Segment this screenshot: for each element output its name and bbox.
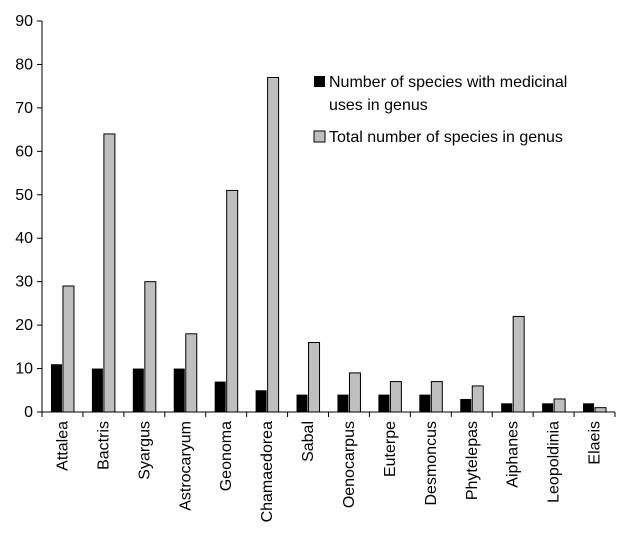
bar-total-geonoma — [226, 189, 239, 413]
x-tick-label: Chamaedorea — [259, 421, 276, 523]
x-tick-label: Attalea — [54, 421, 71, 471]
bars — [50, 76, 607, 413]
bar-total-euterpe — [389, 381, 402, 413]
x-tick-label: Euterpe — [382, 421, 399, 477]
bar-medicinal-geonoma — [214, 381, 226, 412]
bar-total-elaeis — [594, 407, 607, 413]
legend: Number of species with medicinal uses in… — [313, 74, 567, 146]
bar-medicinal-elaeis — [583, 403, 595, 412]
x-tick-label: Aiphanes — [505, 421, 522, 488]
y-axis: 0 10 20 30 40 50 60 70 80 90 — [15, 13, 43, 421]
x-tick-label: Syargus — [136, 421, 153, 480]
bar-medicinal-euterpe — [378, 394, 390, 412]
y-tick-label: 10 — [15, 361, 33, 378]
y-tick-label: 60 — [15, 143, 33, 160]
y-tick-label: 20 — [15, 317, 33, 334]
y-tick-label: 90 — [15, 13, 33, 30]
y-tick-label: 70 — [15, 100, 33, 117]
bar-total-aiphanes — [512, 315, 525, 413]
bar-medicinal-desmoncus — [419, 394, 431, 412]
x-axis: Attalea Bactris Syargus Astrocaryum Geonoma C… — [41, 411, 616, 523]
x-tick-label: Desmoncus — [423, 421, 440, 505]
bar-total-astrocaryum — [185, 333, 198, 413]
bar-total-oenocarpus — [348, 372, 361, 413]
bar-medicinal-phytelepas — [460, 398, 472, 412]
bar-total-bactris — [103, 133, 116, 413]
y-tick-label: 50 — [15, 187, 33, 204]
x-tick-label: Sabal — [300, 421, 317, 462]
legend-label-total: Total number of species in genus — [329, 129, 563, 146]
legend-swatch-medicinal — [314, 76, 325, 87]
bar-medicinal-oenocarpus — [337, 394, 349, 412]
bar-medicinal-chamaedorea — [255, 390, 267, 412]
bar-medicinal-astrocaryum — [173, 368, 185, 412]
x-tick-label: Phytelepas — [464, 421, 481, 500]
bar-total-leopoldinia — [553, 398, 566, 413]
x-tick-label: Leopoldinia — [546, 421, 563, 503]
bar-medicinal-aiphanes — [501, 403, 513, 412]
y-tick-label: 30 — [15, 274, 33, 291]
y-tick-label: 40 — [15, 230, 33, 247]
x-tick-label: Astrocaryum — [177, 421, 194, 511]
bar-total-chamaedorea — [267, 76, 280, 413]
bar-total-sabal — [308, 341, 321, 413]
legend-label-medicinal-line2: uses in genus — [329, 97, 428, 114]
bar-total-syargus — [144, 281, 157, 413]
bar-medicinal-sabal — [296, 394, 308, 412]
bar-total-desmoncus — [430, 381, 443, 413]
bar-total-phytelepas — [471, 385, 484, 413]
y-tick-label: 80 — [15, 56, 33, 73]
bar-total-attalea — [62, 285, 75, 413]
x-tick-label: Elaeis — [587, 421, 604, 465]
bar-medicinal-leopoldinia — [542, 403, 554, 412]
x-tick-label: Oenocarpus — [341, 421, 358, 508]
bar-medicinal-bactris — [91, 368, 103, 412]
legend-swatch-total — [313, 130, 326, 143]
x-tick-label: Geonoma — [218, 421, 235, 491]
bar-medicinal-syargus — [132, 368, 144, 412]
x-tick-label: Bactris — [95, 421, 112, 470]
legend-label-medicinal-line1: Number of species with medicinal — [329, 74, 567, 91]
y-tick-label: 0 — [24, 404, 33, 421]
bar-medicinal-attalea — [50, 364, 62, 412]
